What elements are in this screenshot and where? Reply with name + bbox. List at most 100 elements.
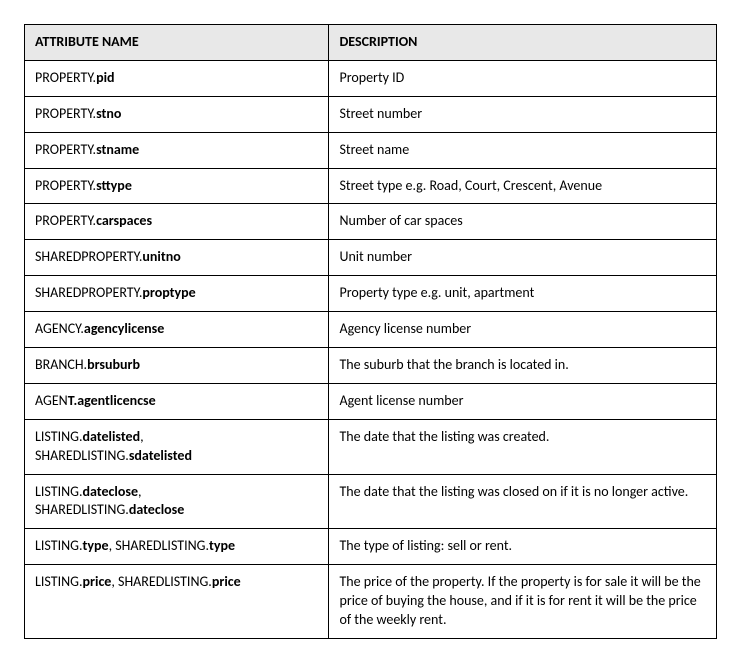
attribute-name: unitno [142,248,180,265]
attribute-prefix: PROPERTY. [35,177,96,194]
attribute-cell: AGENT.agentlicencse [25,383,329,419]
attribute-prefix: SHAREDPROPERTY. [35,284,142,301]
attribute-name: agentlicencse [77,392,155,409]
table-row: PROPERTY.pid Property ID [25,60,717,96]
description-cell: The type of listing: sell or rent. [329,529,717,565]
separator-comma: , [140,428,144,445]
table-row: LISTING.datelisted,SHAREDLISTING.sdateli… [25,419,717,474]
attribute-cell: PROPERTY.pid [25,60,329,96]
table-header-row: ATTRIBUTE NAME DESCRIPTION [25,25,717,61]
attribute-line: BRANCH.brsuburb [35,356,318,375]
attribute-name: brsuburb [87,356,140,373]
attribute-name: type [209,537,235,554]
attribute-line: PROPERTY.stname [35,141,318,160]
attribute-prefix: SHAREDLISTING. [35,501,129,518]
attribute-prefix: PROPERTY. [35,105,96,122]
attribute-prefix: SHAREDLISTING. [118,573,212,590]
description-cell: The suburb that the branch is located in… [329,348,717,384]
description-cell: Agency license number [329,312,717,348]
description-cell: The price of the property. If the proper… [329,565,717,639]
table-row: PROPERTY.stno Street number [25,96,717,132]
table-row: PROPERTY.sttype Street type e.g. Road, Co… [25,168,717,204]
table-row: LISTING.price, SHAREDLISTING.price The pr… [25,565,717,639]
attribute-prefix: LISTING. [35,483,83,500]
attribute-line: LISTING.price, SHAREDLISTING.price [35,573,318,592]
attribute-prefix: AGEN [35,392,68,409]
attribute-prefix: LISTING. [35,537,83,554]
attribute-line: SHAREDPROPERTY.unitno [35,248,318,267]
attribute-cell: PROPERTY.carspaces [25,204,329,240]
attribute-line: SHAREDLISTING.dateclose [35,501,318,520]
attribute-line: PROPERTY.carspaces [35,212,318,231]
header-description: DESCRIPTION [329,25,717,61]
description-cell: Street type e.g. Road, Court, Crescent, … [329,168,717,204]
attribute-cell: PROPERTY.stname [25,132,329,168]
attribute-name: stno [96,105,121,122]
table-row: LISTING.dateclose,SHAREDLISTING.dateclos… [25,474,717,529]
attribute-prefix: LISTING. [35,573,83,590]
attribute-cell: BRANCH.brsuburb [25,348,329,384]
attribute-line: AGENT.agentlicencse [35,392,318,411]
attribute-cell: LISTING.datelisted,SHAREDLISTING.sdateli… [25,419,329,474]
table-row: SHAREDPROPERTY.unitno Unit number [25,240,717,276]
attribute-line: PROPERTY.stno [35,105,318,124]
attribute-prefix: PROPERTY. [35,212,96,229]
attribute-prefix: LISTING. [35,428,83,445]
attribute-line: AGENCY.agencylicense [35,320,318,339]
attribute-name: price [212,573,241,590]
attribute-line: SHAREDLISTING.sdatelisted [35,447,318,466]
attribute-name: price [83,573,112,590]
attribute-line: LISTING.datelisted, [35,428,318,447]
attribute-prefix: PROPERTY. [35,69,96,86]
attribute-prefix: SHAREDLISTING. [35,447,129,464]
attribute-cell: SHAREDPROPERTY.proptype [25,276,329,312]
table-row: BRANCH.brsuburb The suburb that the branc… [25,348,717,384]
attribute-name: carspaces [96,212,152,229]
attribute-cell: LISTING.dateclose,SHAREDLISTING.dateclos… [25,474,329,529]
attribute-name: type [83,537,109,554]
header-attribute: ATTRIBUTE NAME [25,25,329,61]
attribute-prefix: SHAREDPROPERTY. [35,248,142,265]
table-row: AGENCY.agencylicense Agency license numbe… [25,312,717,348]
attribute-line: SHAREDPROPERTY.proptype [35,284,318,303]
attribute-line: PROPERTY.sttype [35,177,318,196]
attribute-name: dateclose [129,501,184,518]
attribute-name: stname [96,141,139,158]
table-row: LISTING.type, SHAREDLISTING.type The type… [25,529,717,565]
attribute-prefix: SHAREDLISTING. [115,537,209,554]
attribute-name: pid [96,69,114,86]
attribute-line: PROPERTY.pid [35,69,318,88]
attribute-prefix: AGENCY. [35,320,84,337]
attribute-cell: PROPERTY.sttype [25,168,329,204]
attribute-prefix: PROPERTY. [35,141,96,158]
description-cell: Unit number [329,240,717,276]
attribute-name: sttype [96,177,132,194]
table-row: PROPERTY.stname Street name [25,132,717,168]
description-cell: Property ID [329,60,717,96]
table-row: SHAREDPROPERTY.proptype Property type e.g… [25,276,717,312]
description-cell: The date that the listing was created. [329,419,717,474]
attribute-name: proptype [142,284,195,301]
attribute-cell: SHAREDPROPERTY.unitno [25,240,329,276]
description-cell: Agent license number [329,383,717,419]
description-cell: Property type e.g. unit, apartment [329,276,717,312]
attribute-cell: PROPERTY.stno [25,96,329,132]
description-cell: Street name [329,132,717,168]
description-cell: The date that the listing was closed on … [329,474,717,529]
description-cell: Street number [329,96,717,132]
attribute-cell: LISTING.type, SHAREDLISTING.type [25,529,329,565]
attribute-name: datelisted [83,428,141,445]
attribute-table: ATTRIBUTE NAME DESCRIPTION PROPERTY.pidP… [24,24,717,639]
attribute-name: dateclose [83,483,138,500]
description-cell: Number of car spaces [329,204,717,240]
attribute-name: sdatelisted [129,447,192,464]
attribute-prefix: BRANCH. [35,356,87,373]
table-row: AGENT.agentlicencse Agent license number [25,383,717,419]
separator-comma: , [138,483,142,500]
attribute-line: LISTING.type, SHAREDLISTING.type [35,537,318,556]
table-row: PROPERTY.carspaces Number of car spaces [25,204,717,240]
attribute-bold-prefix: T. [68,392,78,409]
attribute-line: LISTING.dateclose, [35,483,318,502]
attribute-cell: AGENCY.agencylicense [25,312,329,348]
attribute-name: agencylicense [84,320,164,337]
